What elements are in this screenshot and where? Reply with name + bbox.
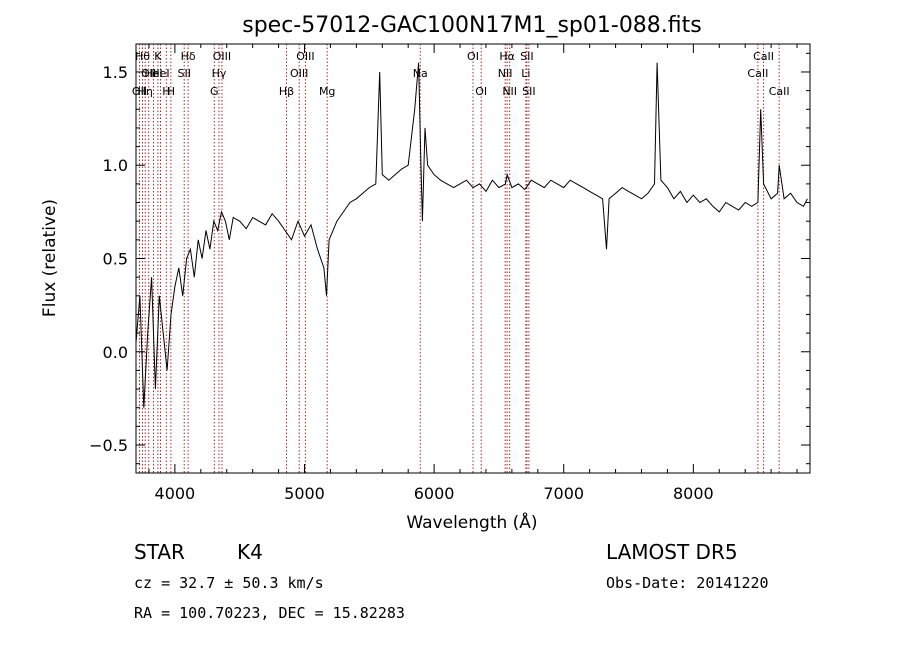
line-label: NII (498, 67, 513, 80)
x-axis-ticks: 4000 5000 6000 7000 8000 (148, 44, 798, 503)
line-label: H (167, 85, 175, 98)
line-label: OIII (290, 67, 308, 80)
y-tick-label: 0.5 (103, 250, 128, 269)
line-label: Li (521, 67, 530, 80)
x-tick-label: 5000 (284, 484, 325, 503)
line-label: Hδ (181, 50, 196, 63)
x-tick-label: 7000 (543, 484, 584, 503)
line-label: OI (467, 50, 479, 63)
line-label: Na (413, 67, 428, 80)
line-label: G (210, 85, 219, 98)
line-label: OI (475, 85, 487, 98)
line-label: HeI (151, 67, 169, 80)
coordinates: RA = 100.70223, DEC = 15.82283 (134, 604, 405, 622)
x-axis-label: Wavelength (Å) (406, 511, 537, 533)
line-label: CaII (769, 85, 790, 98)
line-label: K (154, 50, 162, 63)
line-label: H (162, 85, 170, 98)
y-tick-label: 0.0 (103, 343, 128, 362)
line-label: OIII (296, 50, 314, 63)
line-label: SII (177, 67, 190, 80)
y-axis-ticks: −0.5 0.0 0.5 1.0 1.5 (89, 52, 810, 465)
line-label: SII (522, 85, 535, 98)
line-label: CaII (753, 50, 774, 63)
line-label: Hγ (212, 67, 227, 80)
line-label: Mg (319, 85, 335, 98)
observation-date: Obs-Date: 20141220 (606, 574, 769, 592)
x-tick-label: 6000 (414, 484, 455, 503)
line-label: Hη (138, 85, 153, 98)
survey-release: LAMOST DR5 (606, 540, 738, 564)
line-label: Hβ (279, 85, 294, 98)
line-label: Hθ (135, 50, 150, 63)
spectrum-line (135, 62, 808, 408)
y-axis-label: Flux (relative) (40, 199, 60, 317)
object-class: STAR (134, 540, 185, 564)
chart-title: spec-57012-GAC100N17M1_sp01-088.fits (242, 13, 702, 38)
line-label: CaII (747, 67, 768, 80)
object-subclass: K4 (237, 540, 263, 564)
y-tick-label: 1.0 (103, 156, 128, 175)
redshift-velocity: cz = 32.7 ± 50.3 km/s (134, 574, 324, 592)
line-label: HeI (144, 67, 162, 80)
line-label: OIII (213, 50, 231, 63)
y-tick-label: −0.5 (89, 436, 128, 455)
line-label: NII (502, 85, 517, 98)
line-label: OII (141, 67, 156, 80)
spectral-line-markers (138, 44, 780, 473)
spectral-line-labels: OIIHθHηOIIHeIKHeIHHSIIHδGHγOIIIHβOIIIOII… (132, 50, 790, 98)
line-label: SII (520, 50, 533, 63)
x-tick-label: 8000 (673, 484, 714, 503)
line-label: Hα (499, 50, 515, 63)
y-tick-label: 1.5 (103, 63, 128, 82)
x-tick-label: 4000 (155, 484, 196, 503)
